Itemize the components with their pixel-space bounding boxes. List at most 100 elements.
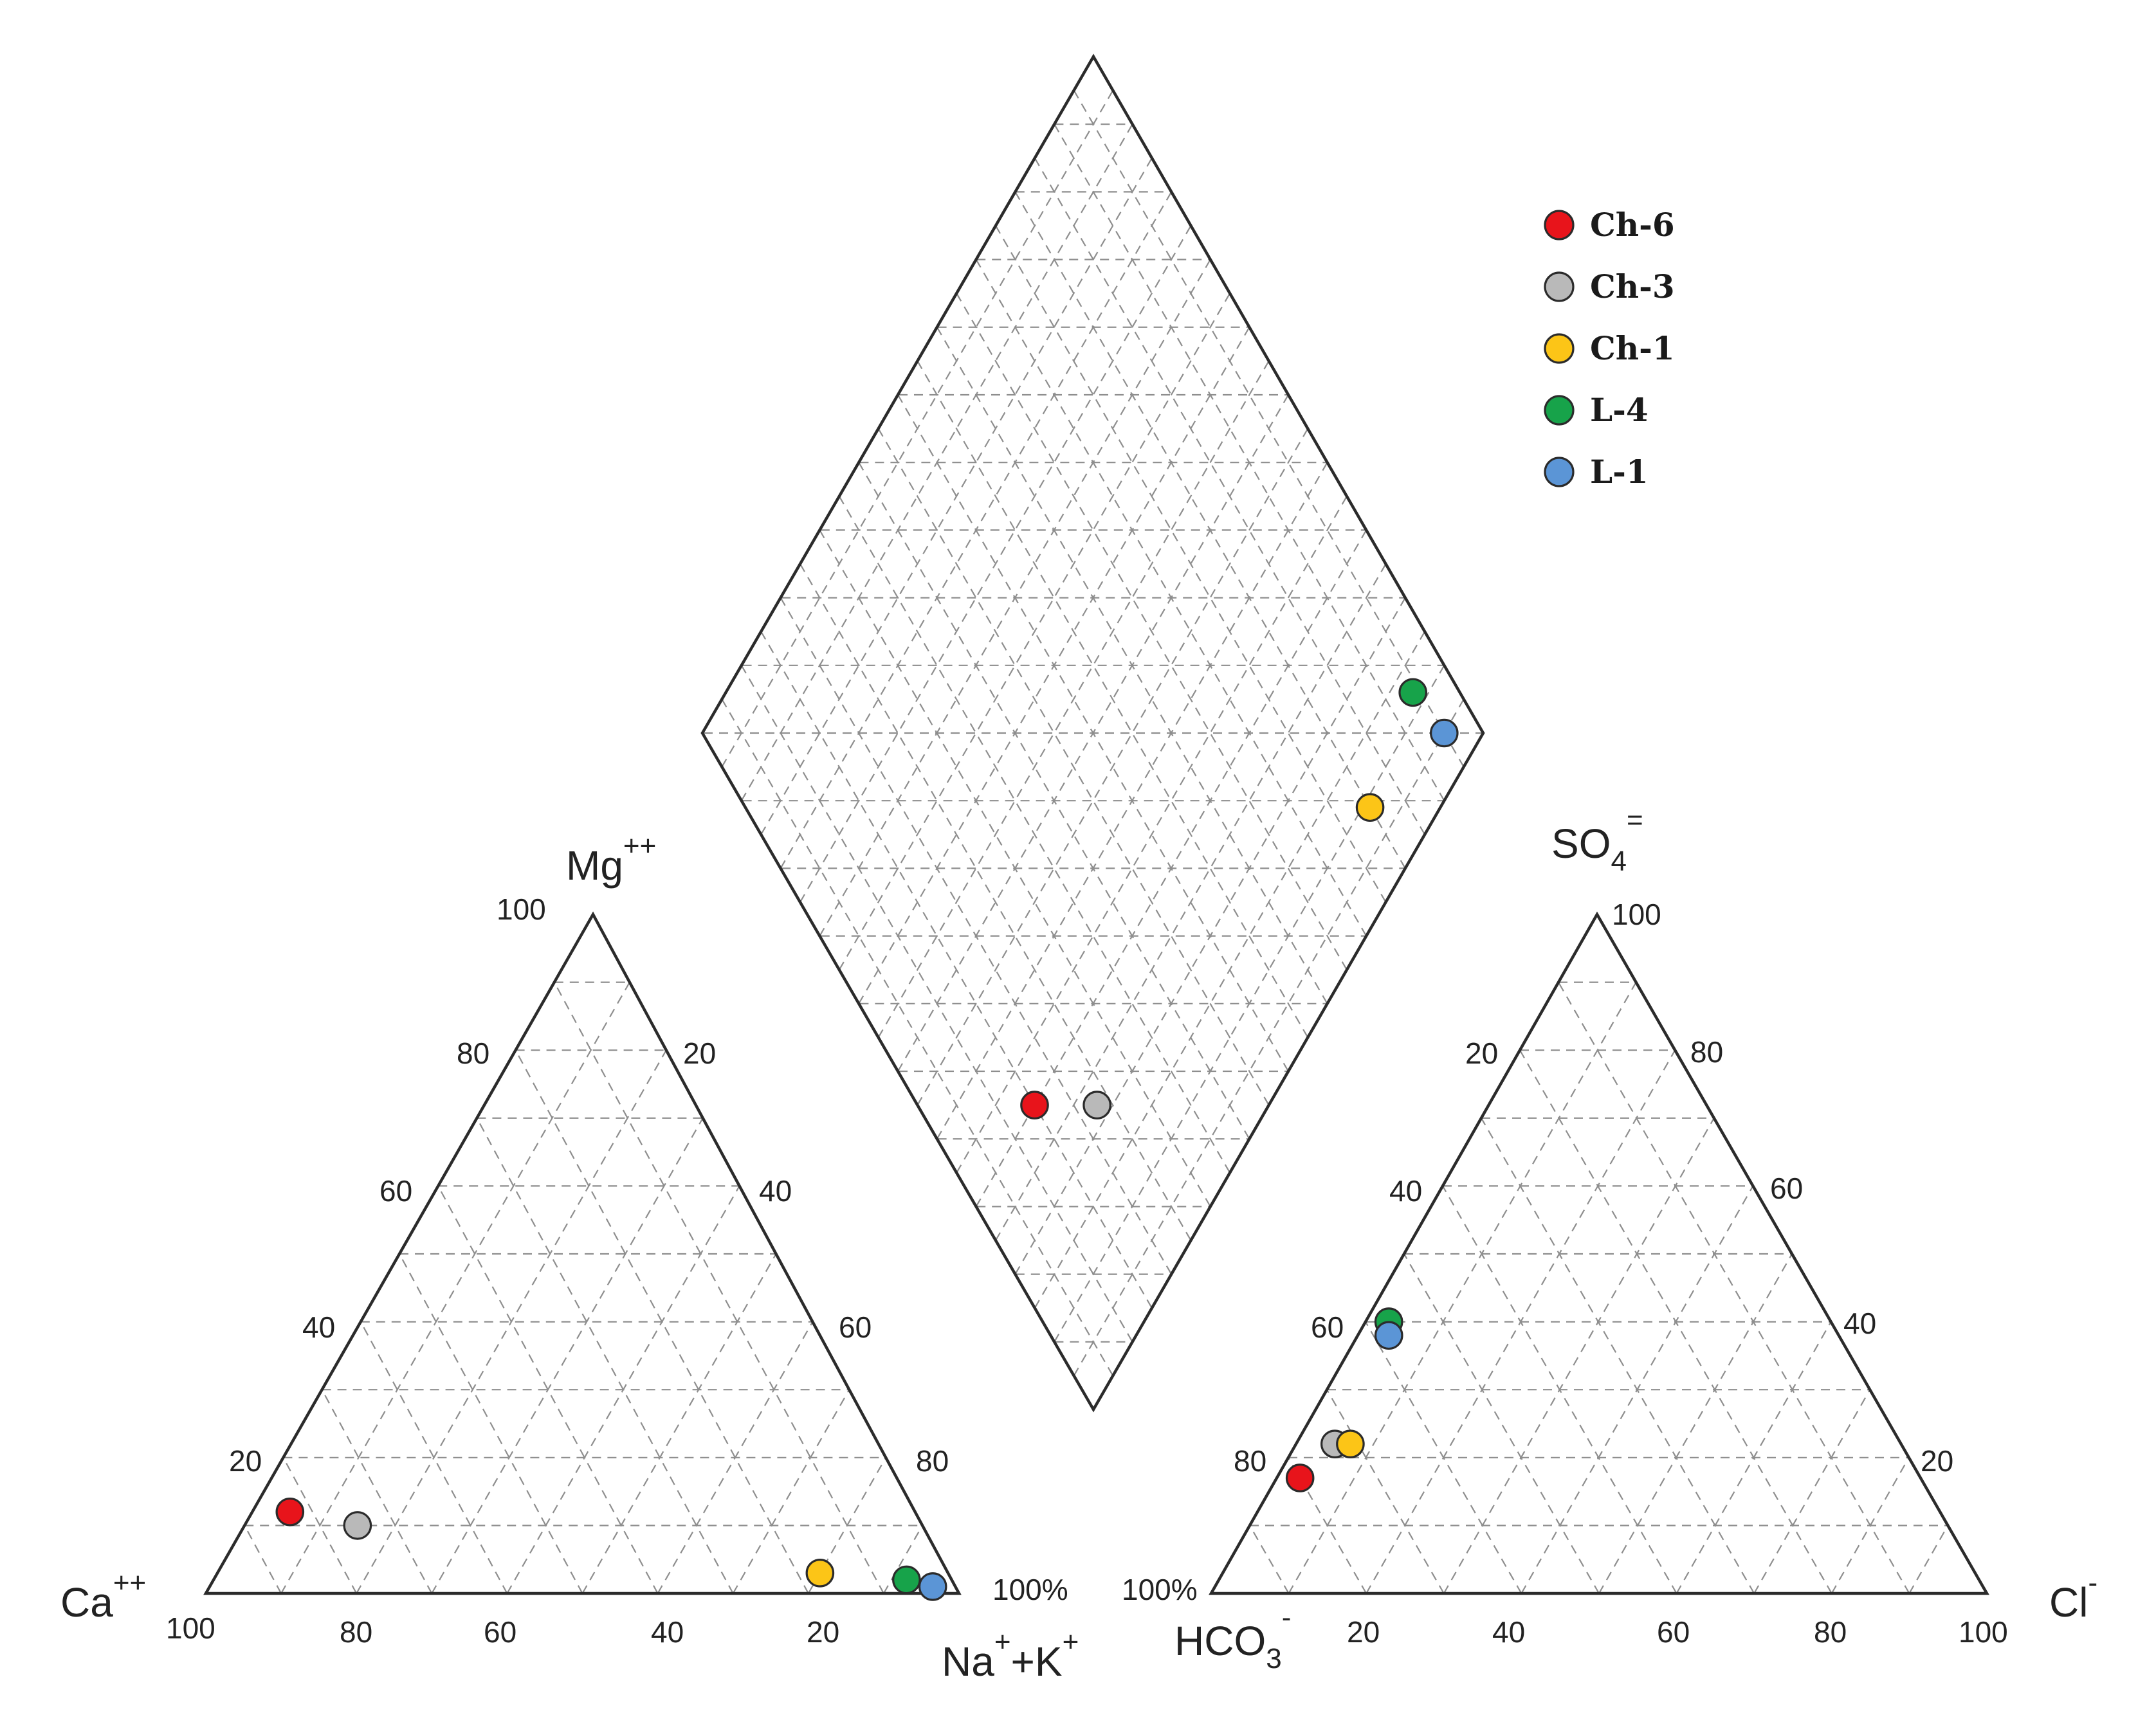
anion-right-tick: 100 <box>1612 898 1661 931</box>
cation-grid-line <box>431 1118 704 1594</box>
anion-grid-line <box>1442 1185 1677 1594</box>
cation-grid-line <box>882 1525 924 1594</box>
cl-label-text: Cl <box>2049 1579 2088 1626</box>
cation-left-tick: 100 <box>497 893 546 926</box>
nak-label-sup2: + <box>1063 1626 1079 1658</box>
anion-grid-line <box>1403 1253 1600 1594</box>
cation-left-tick: 20 <box>229 1444 262 1478</box>
cation-bottom-tick: 60 <box>484 1615 516 1649</box>
cation-right-tick: 80 <box>916 1444 949 1478</box>
hco3-label-sub: 3 <box>1266 1643 1281 1674</box>
anion-grid-line <box>1365 1321 1522 1594</box>
cation-point-ch-1 <box>805 1559 835 1588</box>
anion-bottom-tick: 40 <box>1492 1615 1525 1649</box>
so4-label-sub: 4 <box>1611 846 1626 877</box>
anion-left-ticks: 80 60 40 20 <box>1234 1037 1498 1478</box>
anion-grid-line <box>1753 1389 1871 1594</box>
cation-grid-line <box>476 1118 734 1594</box>
anion-right-tick: 20 <box>1921 1444 1953 1478</box>
nak-label-text: Na <box>942 1638 994 1685</box>
anion-grid-line <box>1519 1049 1832 1594</box>
cation-bottom-tick: 100% <box>992 1573 1068 1606</box>
anion-bottom-tick: 100% <box>1122 1573 1198 1606</box>
diamond-grid-line <box>760 631 1153 1309</box>
diamond-grid-line <box>995 225 1387 903</box>
cation-grid-line <box>553 982 884 1594</box>
anion-grid-line <box>1481 1118 1755 1594</box>
legend-marker <box>1544 457 1575 487</box>
anion-grid-line <box>1558 982 1910 1594</box>
nak-label-mid: +K <box>1011 1638 1063 1685</box>
anion-grid-line <box>1598 1253 1793 1594</box>
anion-right-tick: 80 <box>1690 1035 1723 1069</box>
cation-triangle-grid <box>244 981 924 1594</box>
diamond-grid-line <box>760 158 1153 835</box>
cation-right-tick: 20 <box>683 1037 716 1070</box>
cation-bottom-ticks: 100 80 60 40 20 100% <box>166 1573 1068 1649</box>
cation-triangle-frame <box>203 911 962 1595</box>
cl-axis-label: Cl- <box>2049 1567 2097 1626</box>
legend-marker <box>1544 333 1575 364</box>
diamond-point-l-4 <box>1398 678 1427 707</box>
legend-label: Ch-3 <box>1590 267 1675 305</box>
anion-bottom-tick: 80 <box>1814 1615 1847 1649</box>
diamond-grid-line <box>799 563 1192 1241</box>
anion-grid-line <box>1443 1118 1715 1594</box>
cation-left-ticks: 20 40 60 80 100 <box>229 893 546 1478</box>
mg-label-sup: ++ <box>623 830 656 862</box>
anion-grid-line <box>1249 1525 1290 1594</box>
cation-bottom-tick: 100 <box>166 1611 215 1645</box>
anion-left-tick: 20 <box>1465 1037 1498 1070</box>
cation-left-tick: 80 <box>457 1037 489 1070</box>
cation-point-ch-6 <box>275 1497 305 1527</box>
cation-bottom-tick: 20 <box>807 1615 839 1649</box>
diamond-grid-line <box>1073 90 1465 768</box>
mg-label-text: Mg <box>566 842 623 889</box>
diamond-grid-line <box>838 496 1231 1174</box>
cation-point-l-1 <box>918 1572 947 1601</box>
anion-points <box>1285 1307 1403 1492</box>
cation-right-tick: 40 <box>759 1174 792 1208</box>
ca-label-sup: ++ <box>113 1567 146 1599</box>
anion-left-tick: 80 <box>1234 1444 1266 1478</box>
cation-bottom-tick: 80 <box>340 1615 372 1649</box>
cation-right-ticks: 20 40 60 80 <box>683 1037 949 1478</box>
anion-bottom-tick: 20 <box>1347 1615 1380 1649</box>
cation-grid-line <box>244 1525 282 1594</box>
cation-grid-line <box>515 1049 809 1594</box>
diamond-grid-line <box>1034 158 1426 835</box>
diamond-point-l-1 <box>1430 718 1459 748</box>
hco3-axis-label: HCO3- <box>1174 1602 1291 1674</box>
nak-axis-label: Na++K+ <box>942 1626 1079 1685</box>
cation-grid-line <box>732 1389 850 1594</box>
cation-grid-line <box>356 1049 667 1594</box>
cation-points <box>275 1497 947 1601</box>
legend-label: L-1 <box>1590 453 1649 491</box>
anion-triangle-grid <box>1249 981 1949 1594</box>
so4-label-text: SO <box>1551 820 1611 867</box>
diamond-point-ch-1 <box>1355 793 1385 822</box>
cation-left-tick: 40 <box>302 1310 335 1344</box>
diamond-grid-line <box>956 496 1348 1174</box>
cation-grid-line <box>280 982 630 1594</box>
so4-axis-label: SO4= <box>1551 804 1643 877</box>
legend-label: L-4 <box>1590 391 1649 429</box>
diamond-grid-line <box>917 360 1309 1038</box>
anion-bottom-tick: 100 <box>1959 1615 2008 1649</box>
anion-triangle-frame <box>1209 911 1989 1595</box>
cation-bottom-tick: 40 <box>651 1615 684 1649</box>
diamond-grid-line <box>877 360 1270 1038</box>
nak-label-sup1: + <box>994 1626 1011 1658</box>
mg-axis-label: Mg++ <box>566 830 656 889</box>
ca-axis-label: Ca++ <box>60 1567 146 1626</box>
cation-grid-line <box>321 1389 433 1594</box>
legend-marker <box>1544 271 1575 302</box>
anion-left-tick: 60 <box>1311 1310 1344 1344</box>
cl-label-sup: - <box>2088 1567 2097 1599</box>
legend-marker <box>1544 395 1575 426</box>
so4-label-sup: = <box>1627 804 1643 836</box>
diamond-frame <box>700 53 1485 1413</box>
cation-grid-line <box>399 1253 583 1594</box>
diamond-grid-line <box>838 293 1231 970</box>
